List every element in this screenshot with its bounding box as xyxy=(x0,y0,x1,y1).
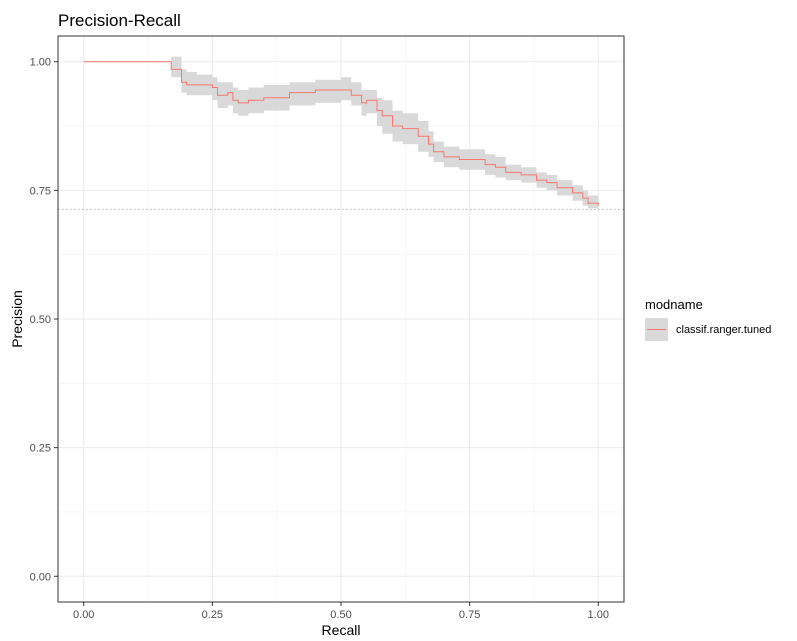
x-tick-label: 0.00 xyxy=(73,609,94,621)
x-tick-label: 1.00 xyxy=(588,609,609,621)
confidence-ribbon xyxy=(83,56,599,211)
x-axis-title: Recall xyxy=(322,622,361,638)
legend-title: modname xyxy=(645,297,703,312)
x-tick-label: 0.75 xyxy=(459,609,480,621)
y-axis: 0.00 0.25 0.50 0.75 1.00 xyxy=(30,57,58,583)
x-tick-label: 0.50 xyxy=(330,609,351,621)
x-axis: 0.00 0.25 0.50 0.75 1.00 xyxy=(73,602,609,621)
plot-panel xyxy=(57,35,625,603)
legend: modname classif.ranger.tuned xyxy=(645,297,771,341)
y-tick-label: 0.25 xyxy=(30,443,51,455)
precision-recall-line xyxy=(83,61,599,206)
y-tick-label: 1.00 xyxy=(30,57,51,69)
y-tick-label: 0.50 xyxy=(30,314,51,326)
y-axis-title: Precision xyxy=(9,290,25,348)
chart-title: Precision-Recall xyxy=(58,11,181,30)
legend-key xyxy=(645,318,668,341)
data-marks xyxy=(58,56,624,211)
legend-label: classif.ranger.tuned xyxy=(676,324,771,336)
y-tick-label: 0.75 xyxy=(30,185,51,197)
y-tick-label: 0.00 xyxy=(30,571,51,583)
x-tick-label: 0.25 xyxy=(202,609,223,621)
